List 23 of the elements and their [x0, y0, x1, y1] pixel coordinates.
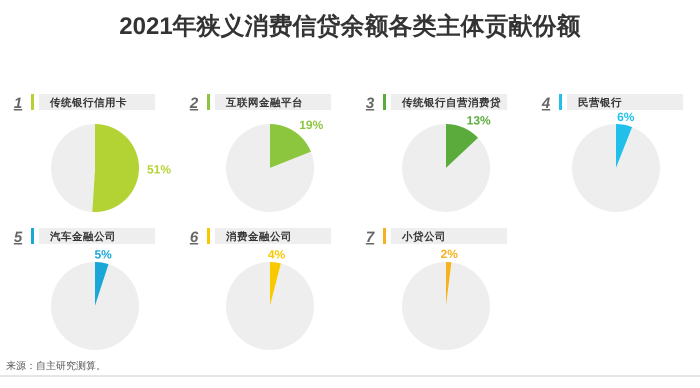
chart-subtitle: 消费金融公司: [225, 230, 292, 243]
chart-subtitle: 汽车金融公司: [49, 230, 116, 243]
text: 6: [190, 229, 199, 246]
chart-subtitle: 民营银行: [578, 96, 622, 109]
data-label: 2%: [440, 247, 458, 262]
data-label: 5%: [94, 248, 112, 262]
data-label: 6%: [617, 110, 635, 124]
text: 2021年狭义消费信贷余额各类主体贡献份额: [119, 12, 582, 40]
chart-subtitle: 小贷公司: [401, 230, 446, 243]
text: 7: [366, 229, 375, 246]
chart-subtitle: 传统银行信用卡: [49, 96, 127, 109]
text: 1: [14, 95, 22, 112]
source-note: 来源：自主研究测算。: [6, 360, 106, 372]
text: 5: [14, 229, 23, 246]
data-label: 51%: [146, 162, 172, 177]
chart-subtitle: 互联网金融平台: [225, 96, 303, 109]
data-label: 13%: [466, 113, 491, 128]
chart-subtitle: 传统银行自营消费贷: [401, 96, 501, 109]
text: 4: [540, 95, 551, 112]
data-label: 4%: [268, 247, 286, 262]
text: 2: [188, 95, 199, 112]
text: 3: [366, 95, 375, 112]
data-label: 19%: [299, 118, 324, 132]
